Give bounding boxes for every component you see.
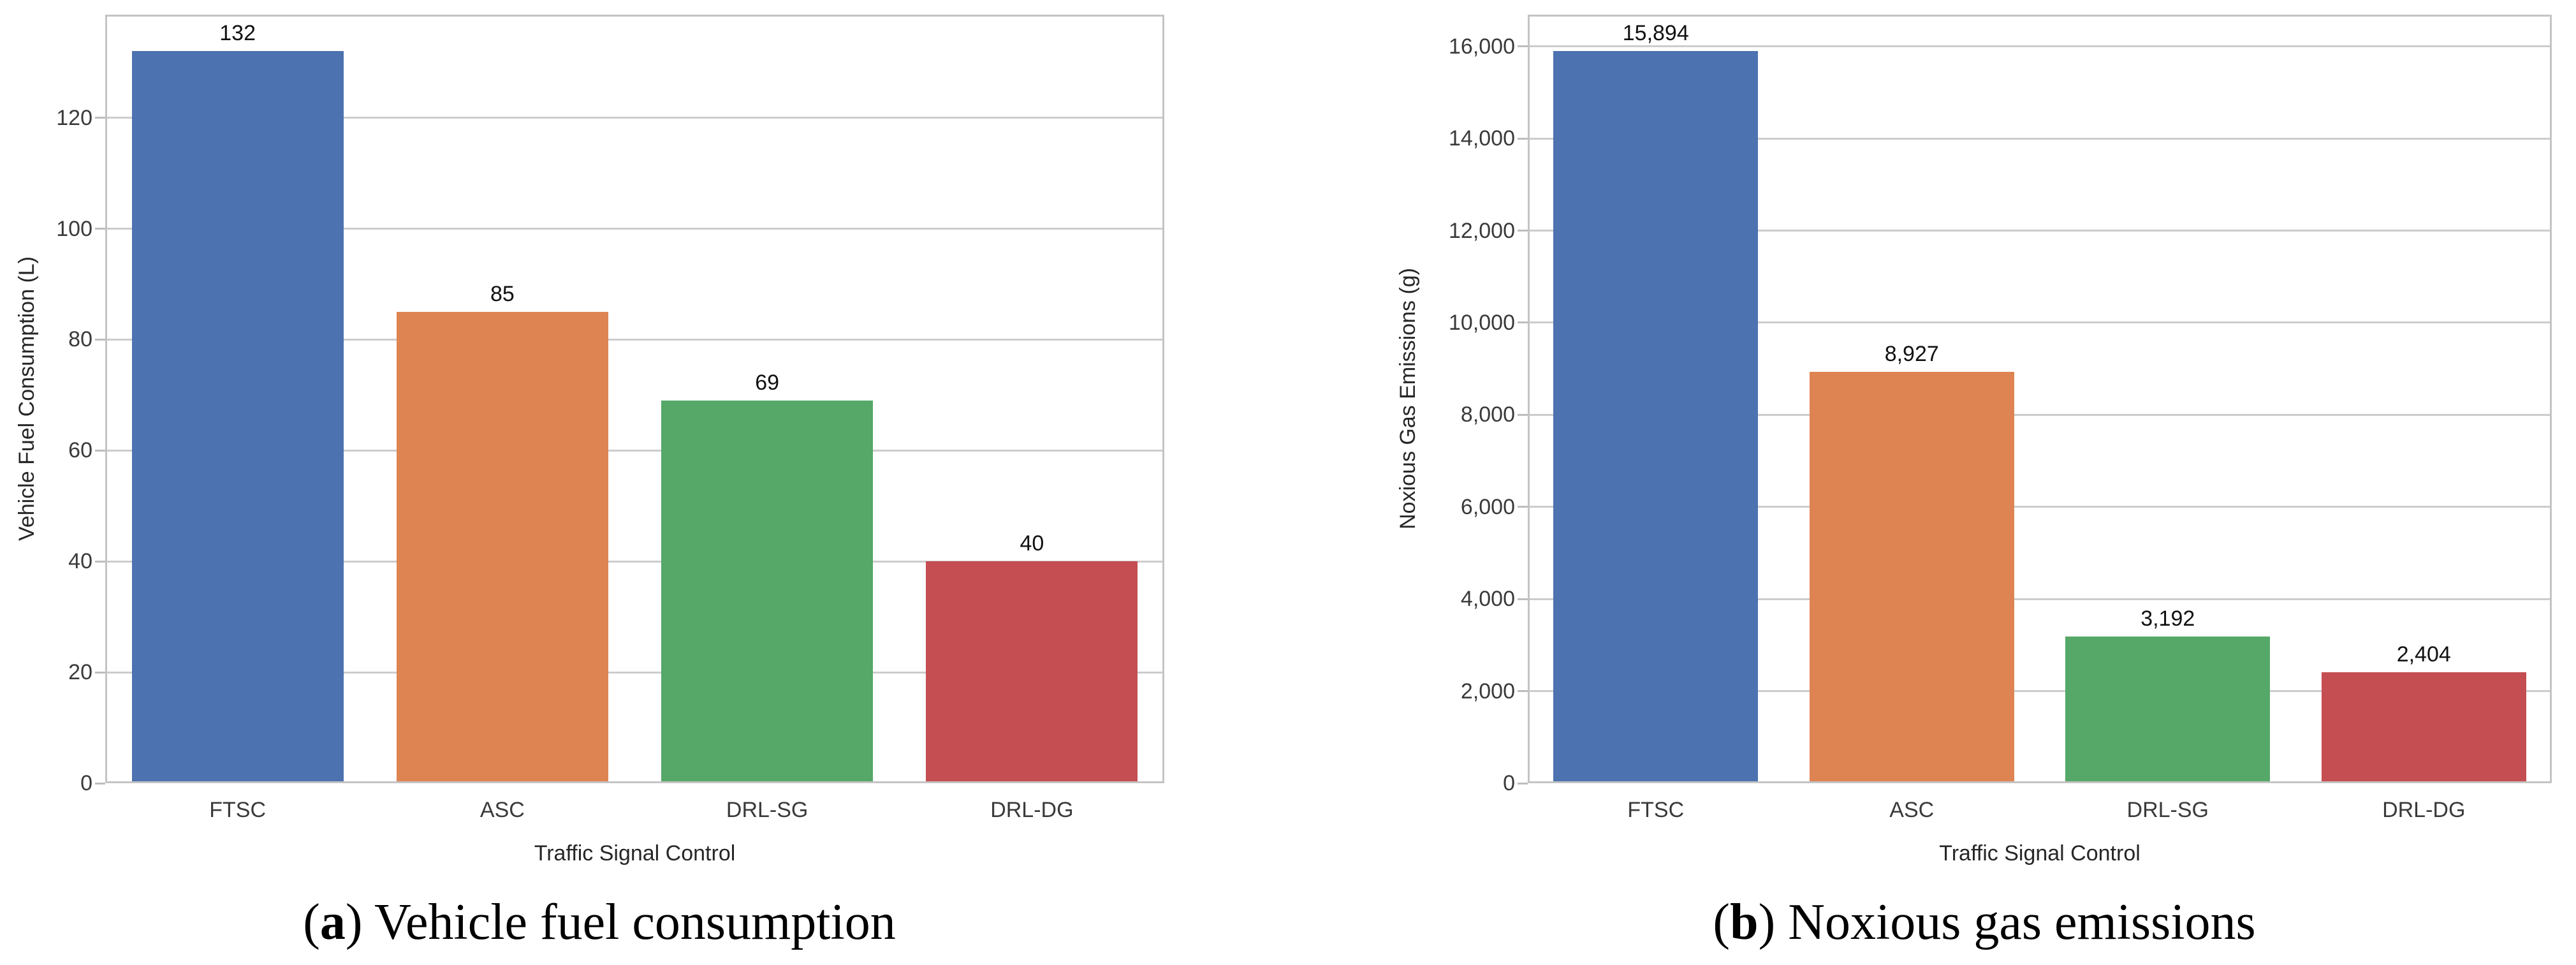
gridline-y10000 <box>1528 321 2552 324</box>
y-tick-label-8000: 8,000 <box>1460 402 1515 427</box>
bar-asc <box>396 312 608 783</box>
y-tickmark-4000 <box>1518 598 1528 600</box>
y-tick-label-0: 0 <box>80 771 92 795</box>
y-tick-label-12000: 12,000 <box>1449 218 1515 243</box>
x-tick-label-drl-dg: DRL-DG <box>2382 798 2466 822</box>
y-tickmark-0 <box>95 782 105 785</box>
y-tick-label-4000: 4,000 <box>1460 587 1515 612</box>
x-tick-label-drl-sg: DRL-SG <box>726 798 809 822</box>
gridline-y100 <box>105 228 1164 230</box>
y-axis-label-b: Noxious Gas Emissions (g) <box>1396 267 1420 530</box>
y-tickmark-14000 <box>1518 137 1528 140</box>
plot-area-b <box>1528 15 2552 783</box>
gridline-y2000 <box>1528 690 2552 693</box>
y-tick-label-10000: 10,000 <box>1449 310 1515 335</box>
y-tickmark-80 <box>95 338 105 341</box>
caption-b-letter: b <box>1730 894 1759 950</box>
y-tick-label-80: 80 <box>68 327 92 352</box>
bar-value-label-drl-dg: 40 <box>1020 531 1044 556</box>
y-tickmark-2000 <box>1518 690 1528 693</box>
y-tick-label-16000: 16,000 <box>1449 34 1515 59</box>
y-tickmark-40 <box>95 560 105 563</box>
y-tick-label-2000: 2,000 <box>1460 679 1515 703</box>
bar-value-label-drl-sg: 69 <box>755 371 780 395</box>
x-tick-label-drl-dg: DRL-DG <box>990 798 1074 822</box>
x-tick-label-ftsc: FTSC <box>1627 798 1685 822</box>
caption-a: (a) Vehicle fuel consumption <box>303 893 895 952</box>
y-tickmark-60 <box>95 449 105 452</box>
x-tick-label-drl-sg: DRL-SG <box>2126 798 2209 822</box>
caption-a-text: ) Vehicle fuel consumption <box>345 894 896 950</box>
y-tickmark-20 <box>95 671 105 674</box>
y-tickmark-10000 <box>1518 321 1528 324</box>
y-tickmark-0 <box>1518 782 1528 785</box>
y-tick-label-14000: 14,000 <box>1449 126 1515 151</box>
bar-ftsc <box>1553 51 1759 783</box>
x-tick-label-asc: ASC <box>1889 798 1935 822</box>
gridline-y40 <box>105 560 1164 563</box>
gridline-y6000 <box>1528 506 2552 508</box>
bar-drl-dg <box>2321 672 2526 783</box>
y-tick-label-0: 0 <box>1503 771 1515 795</box>
bar-value-label-drl-dg: 2,404 <box>2396 642 2451 667</box>
caption-a-letter: a <box>319 894 346 950</box>
bar-drl-dg <box>926 561 1138 783</box>
y-tickmark-16000 <box>1518 45 1528 48</box>
bar-value-label-drl-sg: 3,192 <box>2141 606 2195 631</box>
bar-ftsc <box>131 51 344 783</box>
gridline-y12000 <box>1528 230 2552 232</box>
y-axis-label-a: Vehicle Fuel Consumption (L) <box>15 256 39 541</box>
y-tickmark-120 <box>95 117 105 119</box>
y-tickmark-6000 <box>1518 506 1528 508</box>
gridline-y120 <box>105 117 1164 119</box>
x-axis-label-a: Traffic Signal Control <box>534 841 736 866</box>
caption-b-text: ) Noxious gas emissions <box>1758 894 2256 950</box>
caption-a-paren-open: ( <box>303 894 320 950</box>
gridline-y60 <box>105 449 1164 452</box>
bar-value-label-ftsc: 15,894 <box>1622 21 1689 46</box>
gridline-y8000 <box>1528 413 2552 416</box>
y-tick-label-100: 100 <box>56 216 92 241</box>
gridline-y80 <box>105 338 1164 341</box>
panel-a: Vehicle Fuel Consumption (L) Traffic Sig… <box>15 15 1164 952</box>
gridline-y16000 <box>1528 45 2552 48</box>
bar-value-label-asc: 85 <box>490 282 515 306</box>
x-axis-label-b: Traffic Signal Control <box>1939 841 2141 866</box>
gridline-y4000 <box>1528 598 2552 600</box>
x-tick-label-asc: ASC <box>479 798 525 822</box>
plot-area-a <box>105 15 1164 783</box>
gridline-y14000 <box>1528 137 2552 140</box>
y-tickmark-12000 <box>1518 230 1528 232</box>
caption-b-paren-open: ( <box>1713 894 1731 950</box>
bar-drl-sg <box>661 401 874 783</box>
y-tick-label-60: 60 <box>68 438 92 463</box>
y-tick-label-6000: 6,000 <box>1460 494 1515 519</box>
y-tickmark-100 <box>95 228 105 230</box>
bar-value-label-asc: 8,927 <box>1884 342 1939 367</box>
y-tickmark-8000 <box>1518 413 1528 416</box>
x-tick-label-ftsc: FTSC <box>209 798 267 822</box>
panel-b: Noxious Gas Emissions (g) Traffic Signal… <box>1288 0 2576 965</box>
bar-drl-sg <box>2065 636 2271 783</box>
y-tick-label-120: 120 <box>56 105 92 130</box>
gridline-y20 <box>105 671 1164 674</box>
y-tick-label-20: 20 <box>68 660 92 685</box>
bar-asc <box>1809 372 2014 783</box>
caption-b: (b) Noxious gas emissions <box>1713 893 2255 952</box>
bar-value-label-ftsc: 132 <box>219 21 256 46</box>
y-tick-label-40: 40 <box>68 549 92 574</box>
